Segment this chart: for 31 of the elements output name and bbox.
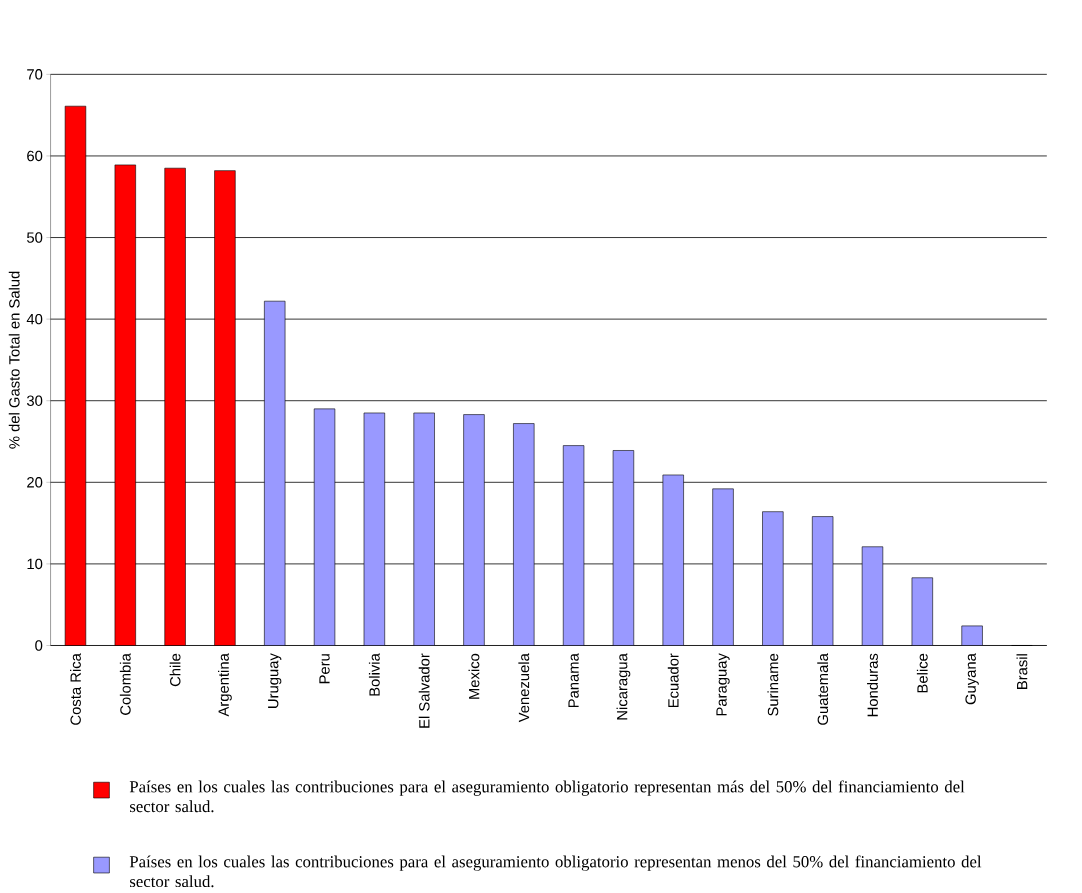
x-tick-label: Uruguay xyxy=(268,653,282,709)
x-tick-label: Belice xyxy=(916,653,928,693)
x-tick-label: Suriname xyxy=(767,653,779,716)
y-tick-label: 20 xyxy=(27,477,43,488)
x-tick-label: Ecuador xyxy=(667,653,679,708)
y-tick-label: 60 xyxy=(27,150,43,162)
x-tick-label: Chile xyxy=(169,653,181,687)
x-tick-label: Nicaragua xyxy=(616,653,631,720)
x-tick-label: El Salvador xyxy=(418,653,430,728)
legend-label: Países en los cuales las contribuciones para el aseguramiento obligatorio representan más del 50% del financiamiento del sector salud. xyxy=(129,780,965,813)
x-tick-label: Argentina xyxy=(218,653,232,717)
x-tick-label: Guyana xyxy=(965,653,979,705)
x-tick-label: Peru xyxy=(319,654,330,684)
legend-label: Países en los cuales las contribuciones para el aseguramiento obligatorio representan menos del 50% del financiamiento del sector salud. xyxy=(129,855,982,888)
x-tick-label: Guatemala xyxy=(817,653,829,725)
y-tick-label: 50 xyxy=(27,232,43,243)
x-tick-label: Paraguay xyxy=(716,653,730,716)
y-tick-label: 70 xyxy=(27,69,43,80)
x-tick-label: Bolivia xyxy=(368,653,380,696)
x-tick-label: Honduras xyxy=(867,653,878,717)
y-axis-title: % del Gasto Total en Salud xyxy=(8,271,20,449)
y-tick-label: 0 xyxy=(35,640,43,651)
y-tick-label: 40 xyxy=(26,314,43,325)
x-tick-label: Mexico xyxy=(468,653,480,699)
x-tick-label: Panama xyxy=(568,653,579,708)
x-tick-label: Venezuela xyxy=(518,653,530,723)
x-tick-label: Brasil xyxy=(1016,654,1028,690)
y-tick-label: 30 xyxy=(26,395,43,407)
y-tick-label: 10 xyxy=(27,558,43,570)
x-tick-label: Costa Rica xyxy=(70,653,81,725)
x-tick-label: Colombia xyxy=(119,653,131,716)
